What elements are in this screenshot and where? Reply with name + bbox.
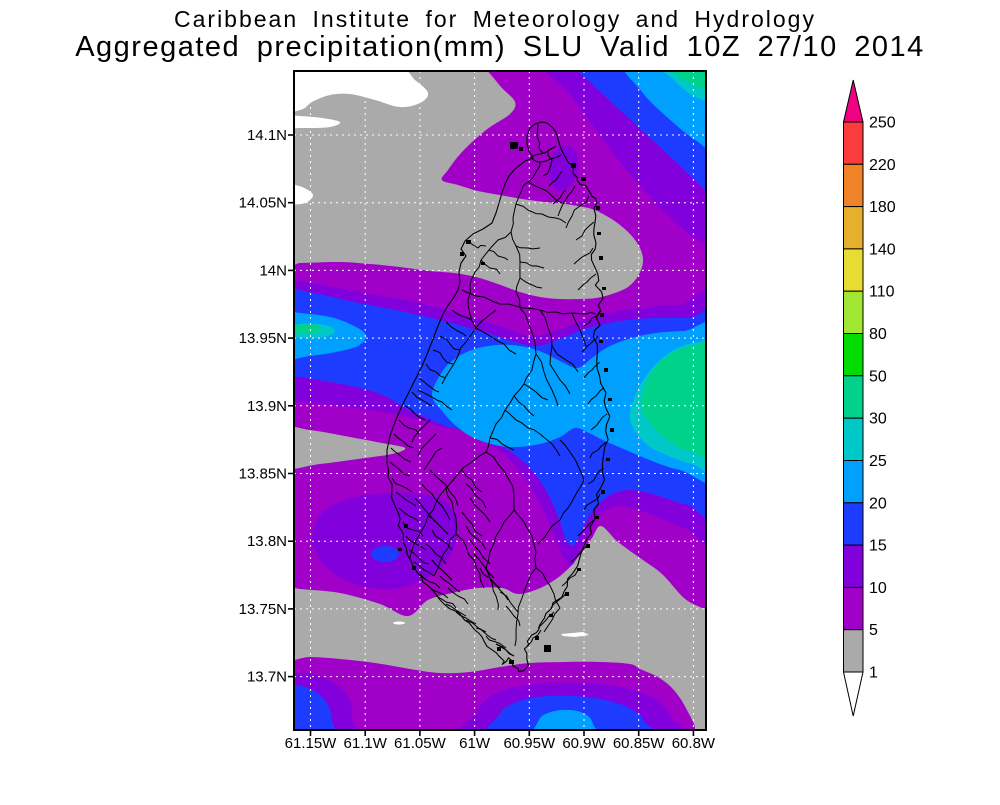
- svg-text:Caribbean Institute for Meteor: Caribbean Institute for Meteorology and …: [174, 6, 816, 32]
- svg-text:13.85N: 13.85N: [239, 466, 287, 483]
- svg-text:13.7N: 13.7N: [247, 669, 287, 686]
- svg-text:10: 10: [869, 580, 887, 597]
- svg-text:14.05N: 14.05N: [239, 195, 287, 212]
- svg-text:1: 1: [869, 665, 878, 682]
- svg-text:60.95W: 60.95W: [503, 735, 556, 752]
- svg-text:30: 30: [869, 411, 887, 428]
- svg-text:13.8N: 13.8N: [247, 533, 287, 550]
- svg-text:13.95N: 13.95N: [239, 330, 287, 347]
- svg-text:60.9W: 60.9W: [562, 735, 606, 752]
- svg-text:180: 180: [869, 199, 896, 216]
- svg-text:50: 50: [869, 368, 887, 385]
- svg-text:110: 110: [869, 284, 895, 301]
- svg-text:61W: 61W: [459, 735, 491, 752]
- svg-text:Aggregated precipitation(mm) S: Aggregated precipitation(mm) SLU Valid 1…: [75, 31, 925, 63]
- svg-text:61.05W: 61.05W: [394, 735, 447, 752]
- svg-text:60.85W: 60.85W: [613, 735, 666, 752]
- svg-text:80: 80: [869, 326, 887, 343]
- svg-text:14N: 14N: [259, 262, 287, 279]
- svg-text:20: 20: [869, 495, 887, 512]
- svg-text:140: 140: [869, 241, 896, 258]
- svg-text:5: 5: [869, 622, 878, 639]
- svg-text:15: 15: [869, 538, 887, 555]
- svg-text:60.8W: 60.8W: [672, 735, 716, 752]
- svg-text:25: 25: [869, 453, 887, 470]
- svg-text:250: 250: [869, 115, 896, 132]
- svg-text:14.1N: 14.1N: [247, 127, 287, 144]
- svg-text:13.9N: 13.9N: [247, 398, 287, 415]
- svg-text:61.15W: 61.15W: [285, 735, 338, 752]
- svg-text:13.75N: 13.75N: [239, 601, 287, 618]
- svg-text:61.1W: 61.1W: [344, 735, 388, 752]
- svg-text:220: 220: [869, 157, 896, 174]
